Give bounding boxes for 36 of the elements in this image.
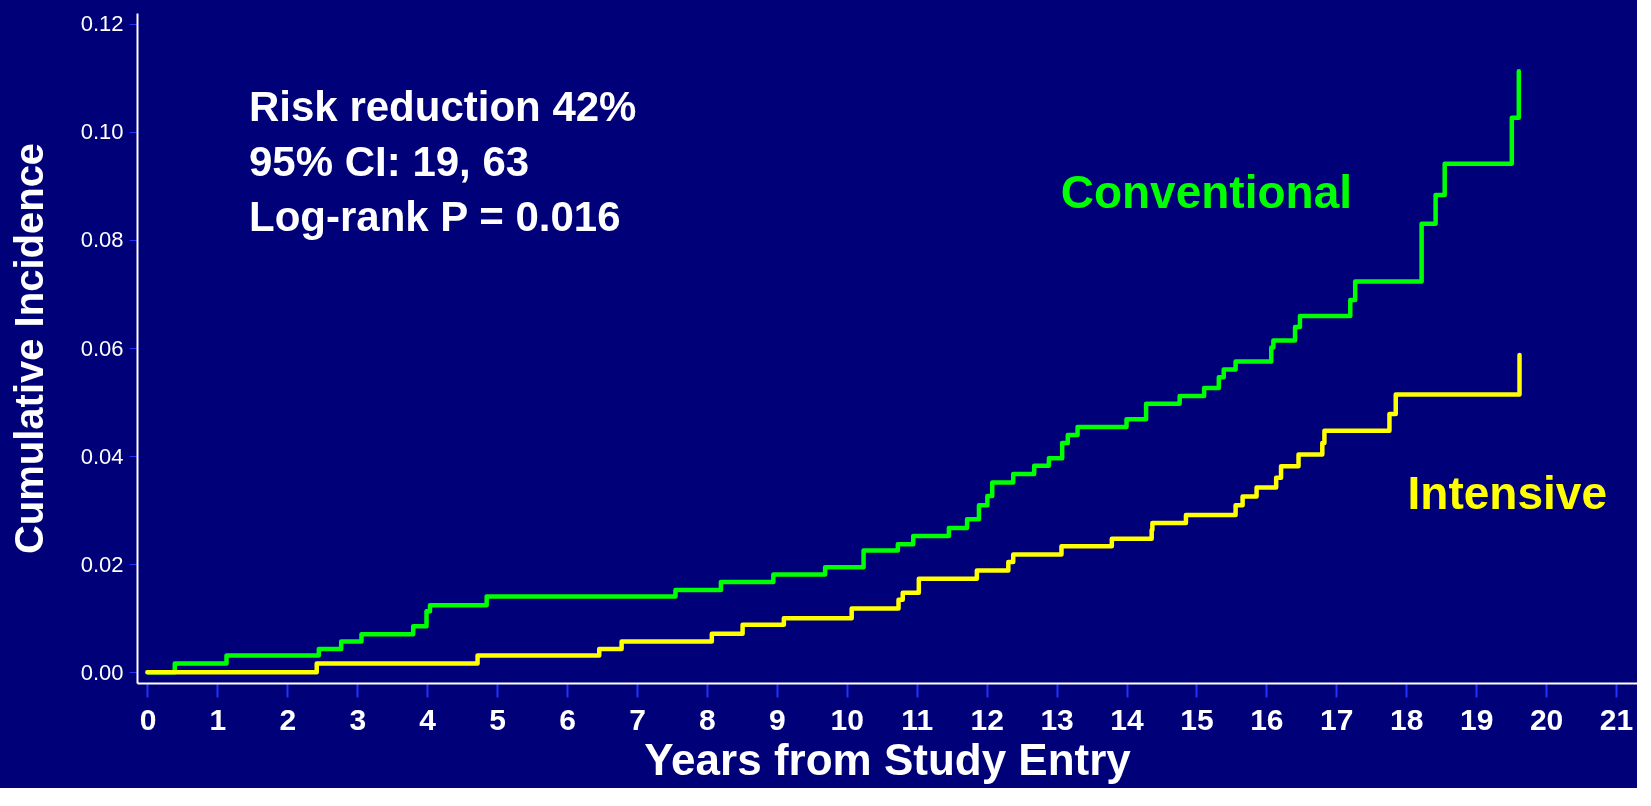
y-tick-label: 0.12 (80, 11, 124, 37)
x-tick-label: 10 (830, 702, 864, 736)
y-tick-label: 0.06 (80, 335, 124, 361)
annotation: 95% CI: 19, 63 (249, 138, 530, 185)
x-tick-label: 14 (1110, 702, 1145, 736)
x-tick-label: 8 (699, 702, 716, 736)
x-tick-label: 3 (349, 702, 367, 736)
x-tick-label: 13 (1040, 702, 1074, 736)
x-tick-label: 20 (1529, 702, 1564, 736)
x-tick-label: 17 (1320, 702, 1354, 736)
y-tick-label: 0.00 (80, 659, 124, 685)
y-tick-label: 0.10 (80, 119, 124, 145)
y-tick-label: 0.08 (80, 227, 124, 253)
y-tick-label: 0.04 (80, 443, 124, 469)
x-tick-label: 11 (901, 702, 934, 736)
x-tick-label: 0 (139, 702, 157, 736)
series-label: Conventional (1060, 165, 1352, 218)
x-tick-label: 19 (1459, 702, 1494, 736)
x-axis-title: Years from Study Entry (644, 734, 1132, 784)
annotation: Risk reduction 42% (249, 83, 637, 130)
x-tick-label: 4 (419, 702, 437, 736)
series-label: Intensive (1407, 467, 1607, 520)
x-tick-label: 18 (1390, 702, 1424, 736)
x-tick-label: 6 (559, 702, 576, 736)
x-tick-label: 1 (209, 702, 227, 736)
x-tick-label: 7 (629, 702, 646, 736)
annotation: Log-rank P = 0.016 (249, 193, 621, 240)
x-tick-label: 16 (1250, 702, 1284, 736)
x-tick-label: 9 (769, 702, 786, 736)
y-axis-title: Cumulative Incidence (6, 142, 51, 555)
x-tick-label: 2 (279, 702, 297, 736)
x-tick-label: 15 (1180, 702, 1214, 736)
x-tick-label: 12 (970, 702, 1004, 736)
x-tick-label: 21 (1599, 702, 1634, 736)
x-tick-label: 5 (489, 702, 506, 736)
y-tick-label: 0.02 (80, 551, 124, 577)
